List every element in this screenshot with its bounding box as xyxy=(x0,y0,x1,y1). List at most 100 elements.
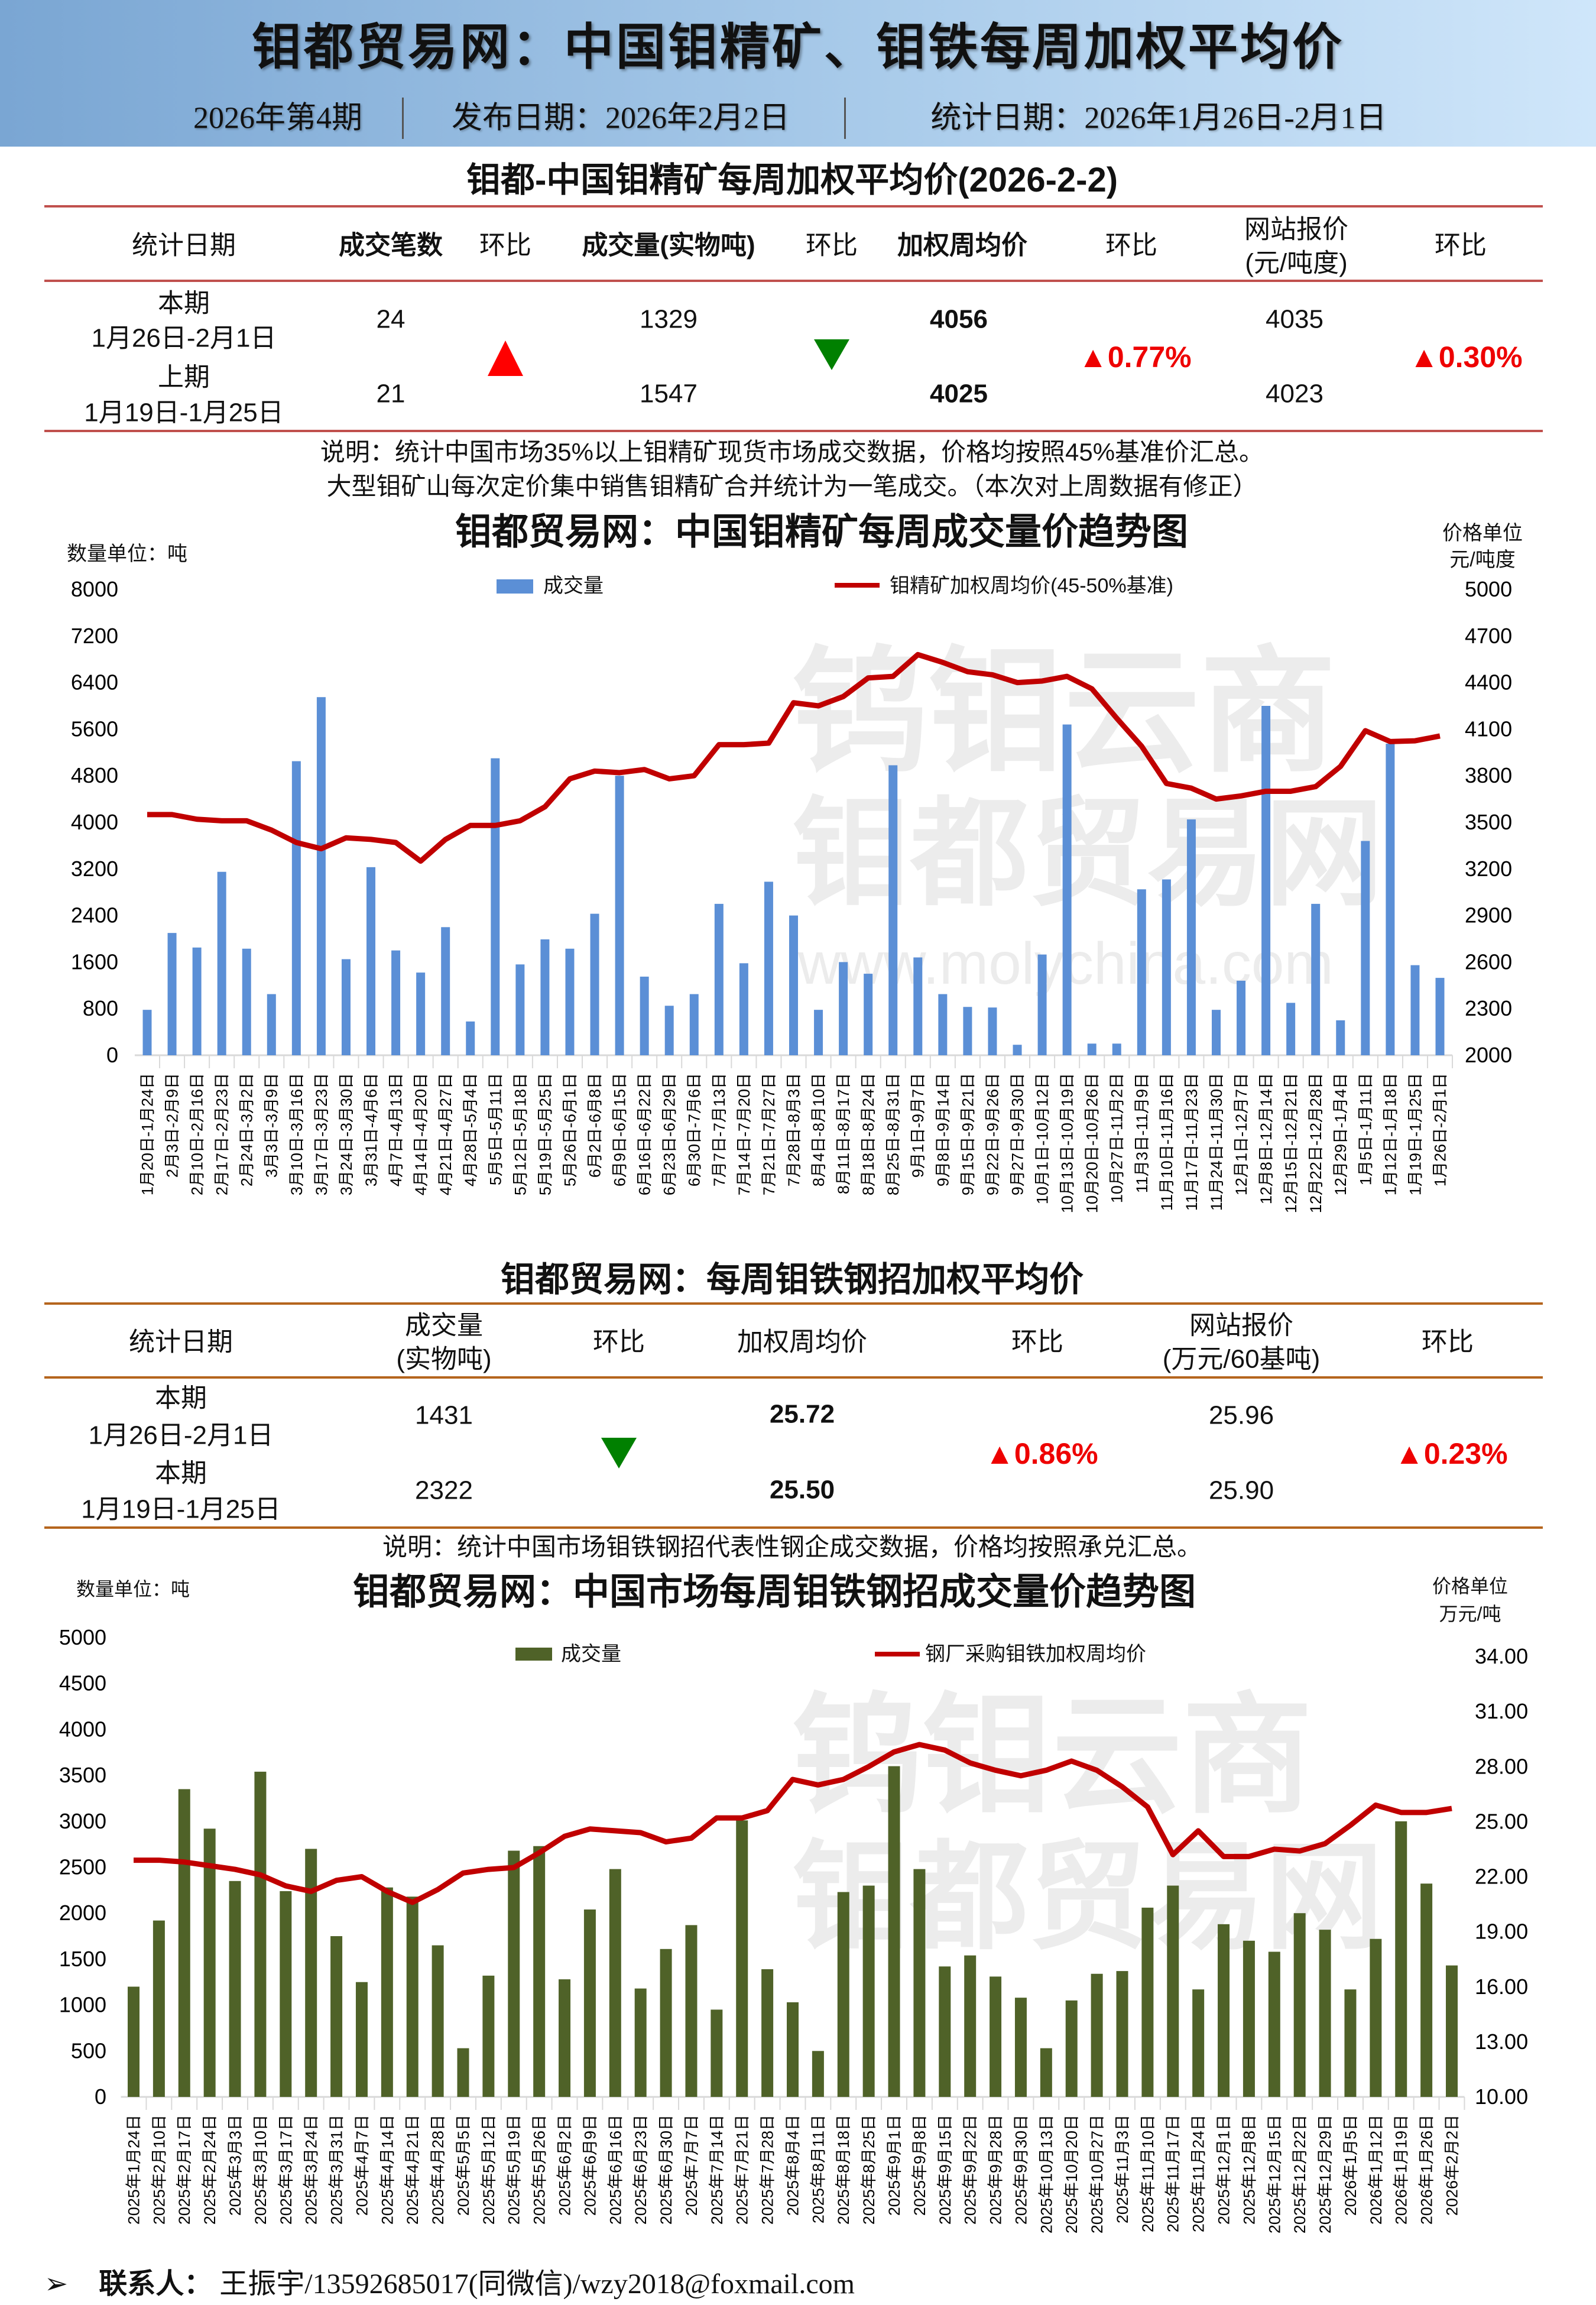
x-tick-label: 2025年3月24日 xyxy=(303,2115,320,2225)
volume-bar xyxy=(764,881,773,1055)
chart2-left-unit: 数量单位：吨 xyxy=(76,1578,190,1600)
y-left-tick-label: 4000 xyxy=(59,1717,106,1741)
col-header-volume: 成交量 xyxy=(405,1311,483,1340)
table2-title: 钼都贸易网：每周钼铁钢招加权平均价 xyxy=(500,1260,1084,1299)
col-header-date: 统计日期 xyxy=(129,1327,233,1357)
volume-bar xyxy=(689,994,699,1055)
volume-bar xyxy=(391,950,401,1055)
x-tick-label: 2025年7月28日 xyxy=(759,2115,777,2225)
volume-bar xyxy=(1435,978,1445,1055)
y-right-tick-label: 16.00 xyxy=(1475,1975,1528,1999)
x-tick-label: 10月13日-10月19日 xyxy=(1059,1073,1076,1213)
col-header-change: 环比 xyxy=(479,231,531,260)
chart2-plot: 0 500 1000 1500 2000 2500 3000 3500 4000 4500 5000… xyxy=(59,1625,1528,2233)
x-tick-label: 12月8日-12月14日 xyxy=(1257,1073,1275,1204)
volume-bar xyxy=(1386,744,1395,1055)
volume-bar xyxy=(1446,1965,1458,2097)
y-left-tick-label: 8000 xyxy=(71,577,118,601)
footer: ➢ 联系人： 王振宇/13592685017(同微信)/wzy2018@foxm… xyxy=(44,2270,855,2298)
volume-bar xyxy=(1410,965,1420,1055)
x-tick-label: 11月17日-11月23日 xyxy=(1183,1073,1201,1211)
volume-bar xyxy=(128,1986,140,2097)
volume-bar xyxy=(1361,841,1370,1055)
volume-bar xyxy=(789,915,798,1055)
x-tick-label: 7月28日-8月3日 xyxy=(785,1073,803,1186)
avg-price-change: ▲0.77% xyxy=(1078,340,1192,374)
x-tick-label: 2025年8月11日 xyxy=(809,2115,827,2223)
volume-bar xyxy=(814,1010,823,1055)
chart2-title: 钼都贸易网：中国市场每周钼铁钢招成交量价趋势图 xyxy=(352,1571,1196,1613)
volume-bar xyxy=(609,1869,621,2097)
y-left-tick-label: 5600 xyxy=(71,717,118,741)
volume-bar xyxy=(1062,724,1072,1055)
price-line xyxy=(134,1742,1452,1905)
y-right-tick-label: 3500 xyxy=(1465,810,1512,834)
watermark-line1: 钨钼云商 xyxy=(792,1683,1313,1829)
volume-bar xyxy=(1293,1913,1306,2097)
col-header-date: 统计日期 xyxy=(132,231,236,260)
volume-bar xyxy=(1192,1989,1205,2097)
y-right-tick-label: 3800 xyxy=(1465,763,1512,787)
table2-note: 说明：统计中国市场钼铁钢招代表性钢企成交数据，价格均按照承兑汇总。 xyxy=(382,1532,1202,1561)
x-tick-label: 6月23日-6月29日 xyxy=(661,1073,679,1195)
volume-bar xyxy=(491,758,500,1055)
y-left-tick-label: 3200 xyxy=(71,857,118,881)
volume-bar xyxy=(1370,1938,1382,2097)
x-tick-label: 2025年9月1日 xyxy=(885,2115,903,2216)
table1-title: 钼都-中国钼精矿每周加权平均价(2026-2-2) xyxy=(466,160,1118,199)
volume-bar xyxy=(640,977,649,1055)
x-tick-label: 2025年3月3日 xyxy=(226,2115,244,2216)
volume-bar xyxy=(939,1966,951,2097)
y-right-tick-label: 13.00 xyxy=(1475,2030,1528,2054)
x-tick-label: 2025年7月7日 xyxy=(683,2115,700,2216)
y-left-tick-label: 4000 xyxy=(71,810,118,834)
col-header-change: 环比 xyxy=(1435,231,1487,260)
y-left-tick-label: 1500 xyxy=(59,1947,106,1971)
volume-bar xyxy=(432,1945,444,2097)
stat-date: 统计日期：2026年1月26日-2月1日 xyxy=(930,101,1387,135)
divider xyxy=(402,98,404,139)
col-header-avg-price: 加权周均价 xyxy=(737,1327,867,1357)
col-header-change: 环比 xyxy=(806,231,858,260)
col-header-quote-unit: (万元/60基吨) xyxy=(1162,1344,1321,1374)
table1-bottom-rule xyxy=(44,430,1543,432)
row-quote: 25.96 xyxy=(1208,1400,1274,1430)
volume-bar xyxy=(1040,2048,1052,2097)
x-tick-label: 6月16日-6月22日 xyxy=(636,1073,654,1195)
x-tick-label: 8月11日-8月17日 xyxy=(835,1073,852,1194)
volume-bar xyxy=(988,1007,997,1055)
x-tick-label: 12月22日-12月28日 xyxy=(1307,1073,1325,1213)
y-right-tick-label: 5000 xyxy=(1465,577,1512,601)
volume-bar xyxy=(441,927,450,1055)
volume-bar xyxy=(1013,1045,1022,1055)
col-header-change: 环比 xyxy=(1011,1327,1063,1357)
x-tick-label: 2025年6月2日 xyxy=(556,2115,573,2216)
y-left-tick-label: 1000 xyxy=(59,1993,106,2017)
y-left-tick-label: 2000 xyxy=(59,1901,106,1925)
x-tick-label: 3月24日-3月30日 xyxy=(338,1073,355,1195)
x-tick-label: 2026年1月19日 xyxy=(1393,2115,1410,2225)
chart2-right-unit: 价格单位 xyxy=(1432,1575,1509,1597)
table1-note-line2: 大型钼矿山每次定价集中销售钼精矿合并统计为一笔成交。（本次对上周数据有修正） xyxy=(326,472,1258,500)
volume-bar xyxy=(615,776,624,1055)
x-tick-label: 2025年9月22日 xyxy=(962,2115,979,2225)
x-tick-label: 2025年8月4日 xyxy=(784,2115,802,2216)
legend-swatch-bar xyxy=(515,1648,552,1661)
x-tick-label: 11月10日-11月16日 xyxy=(1158,1073,1176,1211)
volume-bar xyxy=(482,1975,495,2097)
x-tick-label: 1月19日-1月25日 xyxy=(1406,1073,1424,1195)
legend-label: 成交量 xyxy=(561,1642,621,1665)
x-tick-label: 2025年3月10日 xyxy=(252,2115,270,2225)
y-right-tick-label: 34.00 xyxy=(1475,1644,1528,1668)
volume-bar xyxy=(1186,819,1196,1055)
col-header-change: 环比 xyxy=(1422,1327,1474,1357)
contact-info[interactable]: 王振宇/13592685017(同微信)/wzy2018@foxmail.com xyxy=(219,2268,855,2300)
x-tick-label: 9月15日-9月21日 xyxy=(959,1073,977,1195)
volume-bar xyxy=(736,1820,748,2097)
y-right-tick-label: 2900 xyxy=(1465,903,1512,928)
x-tick-label: 2026年1月26日 xyxy=(1418,2115,1436,2225)
volume-bar xyxy=(761,1969,774,2097)
volume-bar xyxy=(964,1955,977,2097)
x-tick-label: 2025年11月10日 xyxy=(1139,2115,1157,2232)
volume-bar xyxy=(217,871,226,1055)
